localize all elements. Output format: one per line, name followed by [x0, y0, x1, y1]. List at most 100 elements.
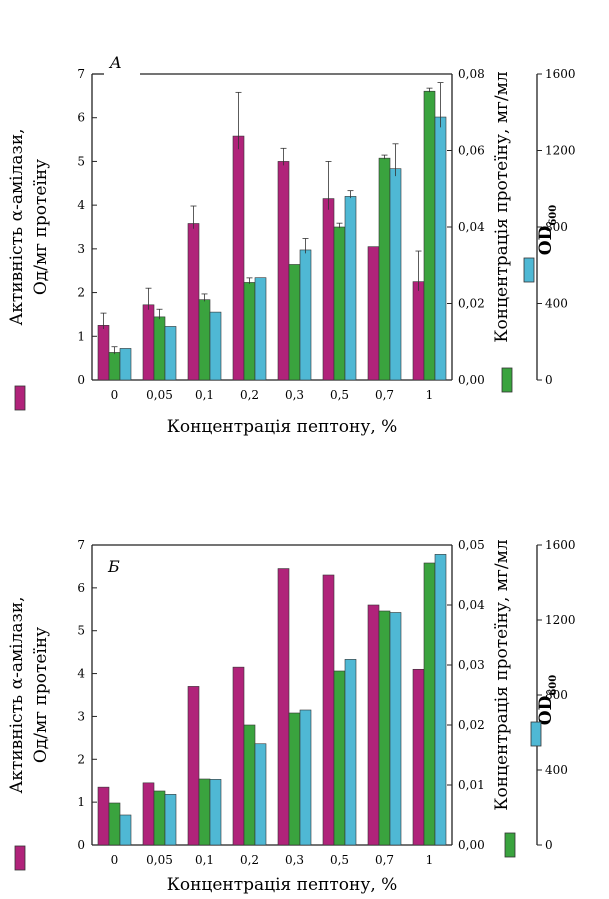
chart-panel-1: 0 1 2 3 4 5 6 7 0,00 0,01 0,02 0,03 0,04 0,05 0 400 800 1… — [7, 538, 576, 895]
left-tick-label: 1 — [77, 329, 85, 343]
left-tick-label: 0 — [77, 373, 85, 387]
x-tick-label: 0 — [111, 388, 119, 402]
chart-panel-0: 0 1 2 3 4 5 6 7 0,00 0,02 0,04 0,06 0,08 0 400 800 1200 1… — [7, 53, 576, 437]
bar-protein — [153, 790, 166, 846]
left-tick-label: 6 — [77, 581, 85, 595]
bar-od — [209, 779, 222, 846]
bar-protein — [423, 90, 436, 381]
left-tick-label: 5 — [77, 624, 85, 638]
right-tick-label: 0,00 — [458, 838, 485, 852]
right-tick-label: 0,03 — [458, 658, 485, 672]
right-tick-label: 0,02 — [458, 718, 485, 732]
od-tick-label: 400 — [545, 297, 568, 311]
od-tick-label: 0 — [545, 838, 553, 852]
x-tick-label: 0,2 — [240, 853, 259, 867]
bar-activity — [322, 198, 335, 381]
bar-activity — [187, 686, 200, 846]
od-tick-label: 400 — [545, 763, 568, 777]
bar-od — [389, 612, 402, 846]
od-tick-label: 1200 — [545, 144, 576, 158]
bar-activity — [97, 325, 110, 381]
bar-od — [299, 709, 312, 846]
od-tick-label: 800 — [545, 220, 568, 234]
bar-activity — [322, 574, 335, 846]
bar-activity — [367, 604, 380, 846]
x-tick-label: 0,1 — [195, 853, 214, 867]
left-tick-label: 2 — [77, 752, 85, 766]
bar-protein — [198, 299, 211, 381]
bar-activity — [412, 668, 425, 846]
right-tick-label: 0,05 — [458, 538, 485, 552]
bar-od — [254, 743, 267, 846]
bar-od — [254, 277, 267, 381]
right-tick-label: 0,01 — [458, 778, 485, 792]
right-tick-label: 0,02 — [458, 297, 485, 311]
bar-od — [119, 814, 132, 846]
x-tick-label: 0,3 — [285, 853, 304, 867]
bar-od — [434, 116, 447, 381]
x-tick-label: 0,05 — [146, 853, 173, 867]
od-tick-label: 800 — [545, 688, 568, 702]
bar-activity — [232, 666, 245, 846]
od-tick-label: 1600 — [545, 538, 576, 552]
left-tick-label: 4 — [77, 667, 85, 681]
left-tick-label: 3 — [77, 242, 85, 256]
bar-activity — [187, 223, 200, 381]
right-tick-label: 0,08 — [458, 67, 485, 81]
bar-protein — [288, 712, 301, 846]
bar-od — [164, 326, 177, 381]
x-tick-label: 0 — [111, 853, 119, 867]
bar-protein — [108, 802, 121, 846]
x-tick-label: 0,5 — [330, 853, 349, 867]
od-axis-label-subscript: 600 — [548, 675, 559, 696]
bar-od — [209, 311, 222, 381]
left-tick-label: 1 — [77, 795, 85, 809]
od-axis-label: OD600 — [536, 675, 559, 725]
od-tick-label: 1600 — [545, 67, 576, 81]
left-tick-label: 2 — [77, 286, 85, 300]
left-axis-label-line2: Од/мг протеїну — [31, 627, 51, 763]
bar-protein — [153, 316, 166, 381]
bar-protein — [378, 610, 391, 846]
bar-protein — [243, 282, 256, 381]
right-tick-label: 0,04 — [458, 220, 485, 234]
x-tick-label: 0,3 — [285, 388, 304, 402]
bar-od — [299, 249, 312, 381]
panel-label: A — [108, 53, 122, 72]
right-tick-label: 0,00 — [458, 373, 485, 387]
od-tick-label: 0 — [545, 373, 553, 387]
panel-label: Б — [107, 557, 120, 576]
left-tick-label: 7 — [77, 538, 85, 552]
bar-protein — [108, 352, 121, 381]
right-axis-label: Концентрація протеїну, мг/мл — [492, 539, 512, 811]
bar-protein — [288, 264, 301, 381]
bar-od — [119, 348, 132, 381]
left-tick-label: 7 — [77, 67, 85, 81]
od-axis-label: OD600 — [536, 205, 559, 255]
x-tick-label: 0,7 — [375, 388, 394, 402]
right-tick-label: 0,06 — [458, 144, 485, 158]
legend-swatch-protein — [501, 367, 513, 393]
left-tick-label: 6 — [77, 111, 85, 125]
left-tick-label: 0 — [77, 838, 85, 852]
bar-protein — [198, 778, 211, 846]
right-tick-label: 0,04 — [458, 598, 485, 612]
bar-protein — [243, 724, 256, 846]
bar-activity — [412, 281, 425, 381]
left-tick-label: 5 — [77, 154, 85, 168]
left-axis-label-line1: Активність α-амілази, — [7, 128, 27, 325]
bar-activity — [142, 782, 155, 846]
bar-activity — [142, 304, 155, 381]
bar-activity — [277, 161, 290, 381]
left-axis-label-line2: Од/мг протеїну — [31, 159, 51, 295]
bar-protein — [333, 670, 346, 846]
x-tick-label: 0,05 — [146, 388, 173, 402]
od-axis-label-subscript: 600 — [548, 205, 559, 226]
bar-od — [344, 196, 357, 381]
od-tick-label: 1200 — [545, 613, 576, 627]
x-axis-label: Концентрація пептону, % — [167, 875, 398, 895]
bar-od — [164, 794, 177, 846]
x-tick-label: 1 — [426, 388, 434, 402]
x-axis-label: Концентрація пептону, % — [167, 417, 398, 437]
